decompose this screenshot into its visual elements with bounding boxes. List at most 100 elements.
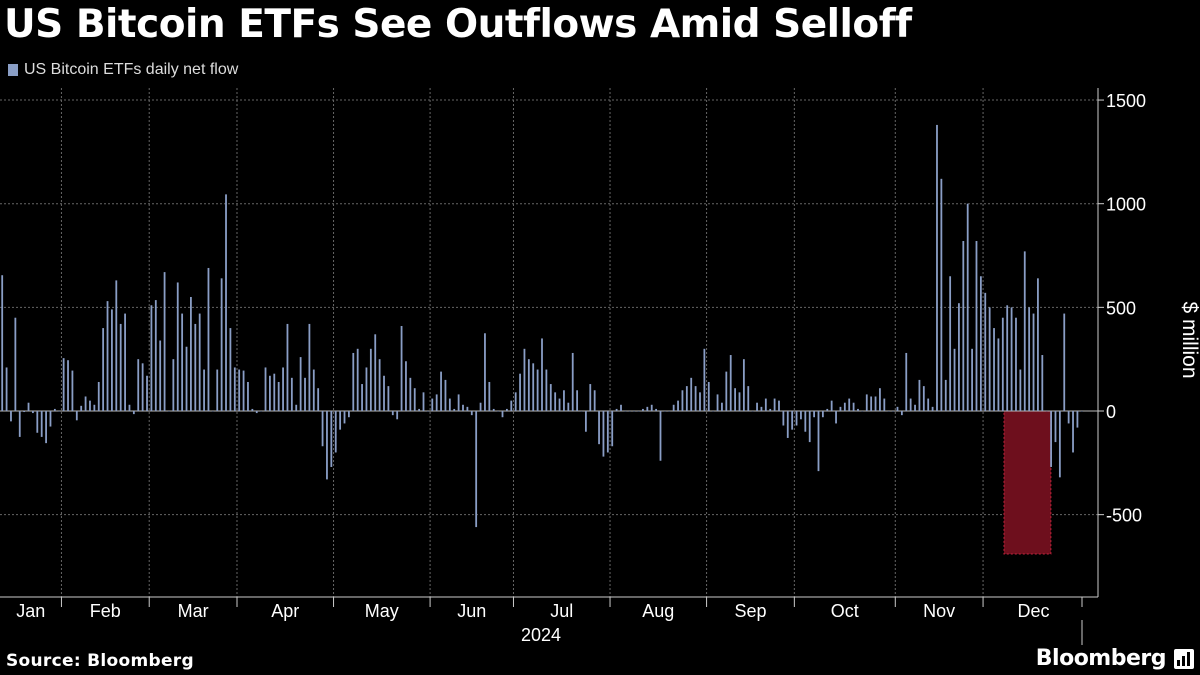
month-label-nov: Nov — [923, 601, 955, 621]
bar — [286, 323, 289, 411]
bar — [440, 371, 442, 411]
bar — [475, 411, 478, 528]
bar — [207, 267, 210, 411]
bar — [663, 411, 666, 412]
bar — [984, 292, 987, 411]
bar — [431, 398, 434, 411]
bar — [1023, 251, 1026, 411]
bar — [1028, 307, 1031, 411]
bar — [971, 348, 973, 411]
bar — [111, 309, 113, 411]
bar — [71, 370, 74, 411]
bar — [356, 348, 359, 411]
bar — [747, 386, 750, 411]
bar — [264, 367, 267, 411]
bar — [247, 381, 249, 411]
bar — [549, 384, 552, 411]
bar — [804, 411, 807, 432]
highlight-box — [1003, 410, 1052, 555]
bar — [751, 411, 754, 412]
month-label-jul: Jul — [550, 601, 573, 621]
bar — [462, 404, 464, 411]
bar — [75, 411, 78, 421]
bar — [361, 384, 363, 411]
bar — [593, 390, 596, 411]
bar — [18, 411, 21, 437]
bar — [567, 402, 570, 411]
bar — [89, 400, 91, 411]
bar — [554, 392, 557, 411]
bar — [168, 411, 170, 412]
bar — [795, 411, 798, 426]
bar — [1010, 307, 1013, 411]
bar — [396, 411, 399, 420]
bar — [1080, 411, 1083, 412]
bar — [413, 388, 416, 411]
bar — [1041, 355, 1044, 411]
bar — [519, 373, 521, 411]
bar — [269, 375, 271, 411]
bar — [668, 411, 671, 412]
bar — [27, 402, 30, 411]
bar — [887, 411, 890, 412]
bar — [628, 411, 631, 412]
x-axis-year-label: 2024 — [521, 625, 561, 645]
bar — [624, 411, 627, 412]
bar — [773, 398, 776, 411]
bar — [1067, 411, 1070, 424]
bar — [448, 398, 451, 411]
bar — [861, 411, 864, 412]
bar — [821, 411, 824, 418]
bar — [966, 203, 969, 411]
bar — [150, 305, 153, 411]
bar — [369, 348, 372, 411]
month-label-feb: Feb — [90, 601, 121, 621]
bar — [962, 241, 965, 411]
bar — [347, 411, 350, 418]
bar — [330, 411, 333, 467]
bar — [510, 400, 513, 411]
bar — [650, 404, 653, 411]
bar — [1054, 411, 1057, 443]
bar — [159, 340, 162, 411]
bar — [589, 384, 592, 411]
bar — [914, 404, 916, 411]
bar — [273, 373, 276, 411]
bar — [32, 411, 34, 414]
bar — [633, 411, 636, 412]
bar — [457, 394, 460, 411]
bar — [655, 408, 658, 411]
bar — [255, 411, 258, 414]
bar — [637, 411, 640, 412]
bar — [387, 386, 390, 411]
bar — [778, 400, 780, 411]
bar — [211, 411, 214, 412]
bar — [839, 406, 842, 411]
bar — [514, 392, 517, 411]
bar — [453, 408, 456, 411]
bar — [119, 323, 122, 411]
bar — [492, 408, 495, 411]
bar — [988, 307, 991, 411]
bar — [1063, 313, 1066, 411]
bar — [45, 411, 47, 444]
bar — [426, 411, 429, 412]
bar — [435, 394, 438, 411]
bar — [813, 411, 815, 418]
bar — [918, 379, 921, 411]
bar — [146, 375, 148, 411]
bar — [176, 282, 179, 411]
bar — [1, 275, 4, 411]
bar — [220, 278, 223, 411]
month-label-jan: Jan — [16, 601, 45, 621]
bar — [817, 411, 820, 472]
bar — [102, 328, 105, 411]
bar — [760, 406, 763, 411]
bar — [282, 367, 284, 411]
bar — [615, 408, 618, 411]
bar — [940, 178, 943, 411]
bar — [922, 386, 925, 411]
bar — [659, 411, 662, 461]
bar — [141, 363, 144, 411]
month-label-dec: Dec — [1018, 601, 1050, 621]
